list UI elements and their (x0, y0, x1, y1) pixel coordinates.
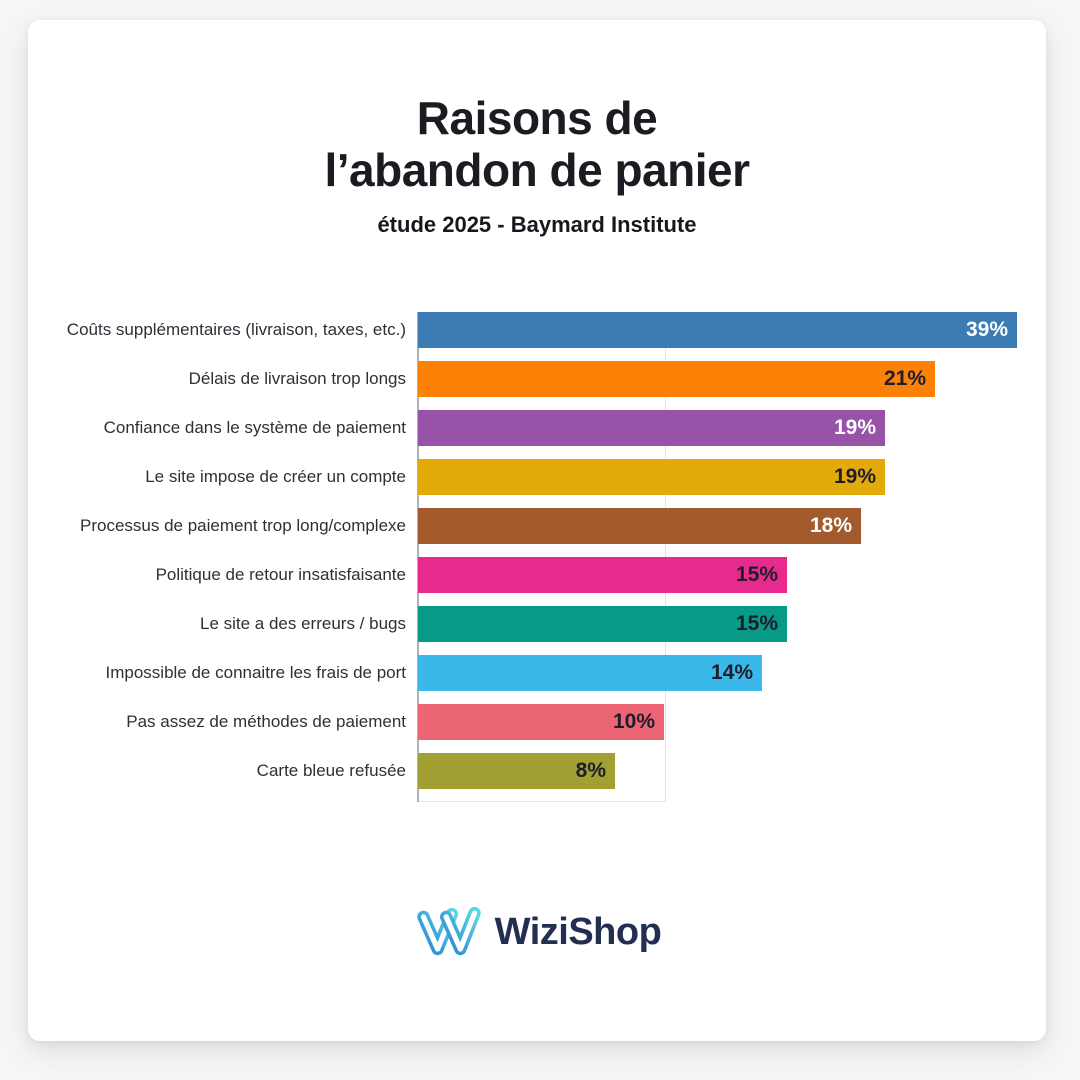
chart-subtitle: étude 2025 - Baymard Institute (377, 212, 697, 237)
chart-title-line2: l’abandon de panier (324, 144, 750, 196)
bar-value-label: 8% (575, 759, 606, 782)
bar: 10% (418, 704, 664, 740)
bar-track: 15% (418, 557, 1017, 593)
bar-rows-container: Coûts supplémentaires (livraison, taxes,… (28, 312, 1017, 789)
x-axis-baseline (419, 801, 666, 802)
bar-track: 14% (418, 655, 1017, 691)
bar-chart: Coûts supplémentaires (livraison, taxes,… (28, 312, 1017, 802)
bar-value-label: 15% (735, 612, 778, 635)
bar-track: 39% (418, 312, 1017, 348)
category-label: Carte bleue refusée (256, 761, 406, 780)
bar-track: 8% (418, 753, 1017, 789)
chart-row: Impossible de connaitre les frais de por… (28, 655, 1017, 691)
chart-row: Pas assez de méthodes de paiement 10% (28, 704, 1017, 740)
bar-value-label: 19% (833, 416, 876, 439)
bar-track: 19% (418, 410, 1017, 446)
category-label: Pas assez de méthodes de paiement (126, 712, 406, 731)
bar-track: 15% (418, 606, 1017, 642)
category-label: Politique de retour insatisfaisante (155, 565, 406, 584)
brand-footer: WiziShop (28, 902, 1046, 962)
category-label: Coûts supplémentaires (livraison, taxes,… (66, 320, 406, 339)
bar-value-label: 15% (735, 563, 778, 586)
bar-value-label: 18% (809, 514, 852, 537)
bar: 8% (418, 753, 615, 789)
bar: 15% (418, 557, 787, 593)
chart-row: Processus de paiement trop long/complexe… (28, 508, 1017, 544)
chart-row: Délais de livraison trop longs 21% (28, 361, 1017, 397)
bar: 15% (418, 606, 787, 642)
chart-row: Le site a des erreurs / bugs 15% (28, 606, 1017, 642)
chart-title: Raisons de l’abandon de panier (28, 92, 1046, 196)
bar-track: 10% (418, 704, 1017, 740)
bar-track: 18% (418, 508, 1017, 544)
bar: 19% (418, 459, 885, 495)
chart-row: Confiance dans le système de paiement 19% (28, 410, 1017, 446)
bar: 18% (418, 508, 861, 544)
bar: 14% (418, 655, 762, 691)
bar: 21% (418, 361, 935, 397)
chart-row: Coûts supplémentaires (livraison, taxes,… (28, 312, 1017, 348)
bar-track: 21% (418, 361, 1017, 397)
bar-value-label: 14% (710, 661, 753, 684)
chart-row: Politique de retour insatisfaisante 15% (28, 557, 1017, 593)
bar-value-label: 21% (883, 367, 926, 390)
wizishop-logo-text: WiziShop (494, 910, 662, 953)
bar-value-label: 39% (965, 318, 1008, 341)
bar-track: 19% (418, 459, 1017, 495)
bar-value-label: 19% (833, 465, 876, 488)
category-label: Délais de livraison trop longs (188, 369, 406, 388)
category-label: Le site a des erreurs / bugs (199, 614, 406, 633)
bar: 39% (418, 312, 1017, 348)
category-label: Impossible de connaitre les frais de por… (105, 663, 407, 682)
wizishop-logo-icon (416, 906, 481, 956)
chart-row: Carte bleue refusée 8% (28, 753, 1017, 789)
category-label: Le site impose de créer un compte (145, 467, 406, 486)
category-label: Processus de paiement trop long/complexe (79, 516, 406, 535)
category-label: Confiance dans le système de paiement (103, 418, 406, 437)
chart-title-line1: Raisons de (416, 92, 658, 144)
bar: 19% (418, 410, 885, 446)
bar-value-label: 10% (612, 710, 655, 733)
chart-row: Le site impose de créer un compte 19% (28, 459, 1017, 495)
infographic-card: Raisons de l’abandon de panier étude 202… (28, 20, 1046, 1041)
